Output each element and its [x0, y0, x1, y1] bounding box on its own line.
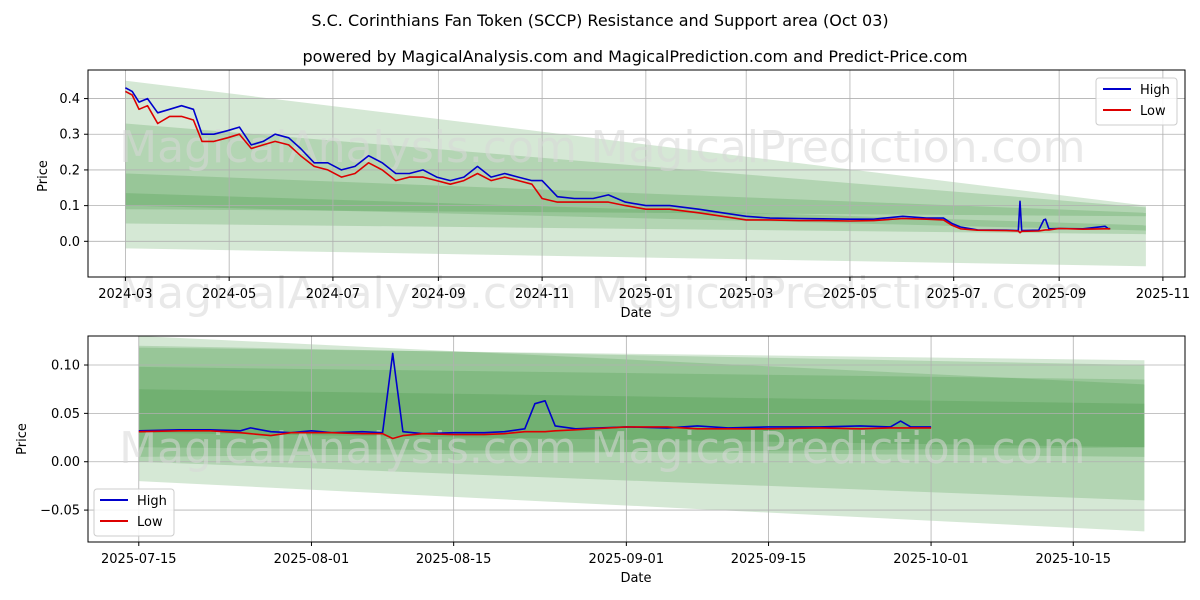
- band-3: [138, 345, 1145, 532]
- y-tick-label: 0.00: [51, 455, 80, 470]
- axis-ticks: 2024-03 2024-05 2024-07 2024-09 2024-11 2025-…: [59, 92, 1190, 302]
- y-tick-label: 0.1: [59, 199, 80, 214]
- watermark-text-1: MagicalAnalysis.com: [119, 122, 577, 173]
- x-tick-label: 2025-10-01: [893, 552, 969, 567]
- x-tick-label: 2024-05: [202, 287, 256, 302]
- series-low-line: [138, 426, 932, 440]
- x-tick-label: 2025-07: [927, 287, 981, 302]
- recent-panel: MagicalAnalysis.com MagicalPrediction.co…: [15, 335, 1186, 586]
- x-axis-label: Date: [620, 306, 651, 321]
- y-tick-label: 0.3: [59, 128, 80, 143]
- y-tick-label: 0.05: [51, 407, 80, 422]
- plot-frame: [87, 69, 1186, 278]
- y-tick-label: 0.10: [51, 359, 80, 374]
- y-axis-label: Price: [15, 423, 30, 455]
- y-tick-label: 0.0: [59, 235, 80, 250]
- series-low-line: [125, 90, 1111, 234]
- x-tick-label: 2024-07: [306, 287, 360, 302]
- x-tick-label: 2025-09-15: [731, 552, 807, 567]
- axis-ticks: 2025-07-15 2025-08-01 2025-08-15 2025-09-01…: [40, 359, 1111, 567]
- history-panel: MagicalAnalysis.com MagicalPrediction.co…: [36, 69, 1190, 321]
- series-high-line: [138, 352, 932, 435]
- x-tick-label: 2025-08-01: [274, 552, 350, 567]
- y-tick-label: 0.2: [59, 163, 80, 178]
- band-1: [138, 366, 1145, 457]
- x-axis-label: Date: [620, 571, 651, 586]
- band-1: [125, 193, 1146, 231]
- price-lines: [125, 87, 1111, 234]
- legend: High Low: [93, 488, 175, 537]
- x-tick-label: 2025-10-15: [1035, 552, 1111, 567]
- watermark-text-6: MagicalPrediction.com: [591, 423, 1086, 474]
- x-tick-label: 2025-01: [619, 287, 673, 302]
- watermark-text-2: MagicalPrediction.com: [591, 122, 1086, 173]
- x-tick-label: 2025-09: [1032, 287, 1086, 302]
- plot-frame: [87, 335, 1186, 543]
- legend-low-label: Low: [137, 515, 163, 530]
- price-lines: [138, 352, 932, 440]
- y-tick-label: 0.4: [59, 92, 80, 107]
- x-tick-label: 2024-09: [411, 287, 465, 302]
- legend: High Low: [1095, 77, 1178, 126]
- x-tick-label: 2024-11: [515, 287, 569, 302]
- chart-subtitle: powered by MagicalAnalysis.com and Magic…: [302, 47, 967, 66]
- y-tick-label: −0.05: [40, 504, 80, 519]
- x-tick-label: 2025-07-15: [101, 552, 177, 567]
- y-axis-label: Price: [36, 160, 51, 192]
- chart-title: S.C. Corinthians Fan Token (SCCP) Resist…: [311, 11, 888, 30]
- support-resistance-bands: [125, 80, 1146, 267]
- legend-high-label: High: [137, 494, 167, 509]
- band-3: [125, 80, 1146, 267]
- x-tick-label: 2025-05: [823, 287, 877, 302]
- x-tick-label: 2025-11: [1136, 287, 1190, 302]
- x-tick-label: 2025-08-15: [416, 552, 492, 567]
- legend-high-label: High: [1140, 83, 1170, 98]
- x-tick-label: 2025-09-01: [589, 552, 665, 567]
- x-tick-label: 2025-03: [719, 287, 773, 302]
- band-2: [138, 389, 1145, 457]
- x-tick-label: 2024-03: [98, 287, 152, 302]
- band-2: [125, 123, 1146, 235]
- legend-low-label: Low: [1140, 104, 1166, 119]
